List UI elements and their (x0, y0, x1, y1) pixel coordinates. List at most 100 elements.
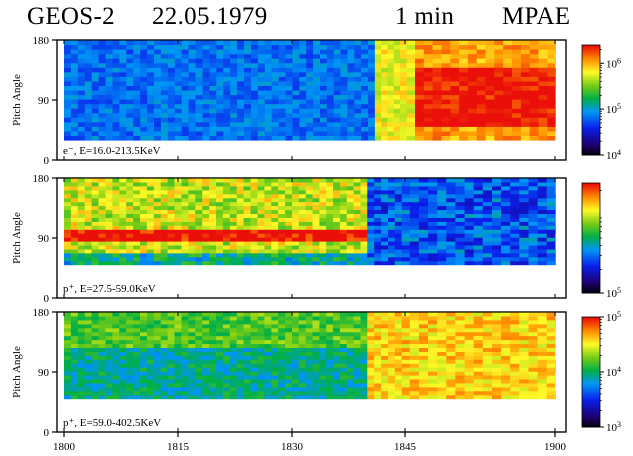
heatmap-cell (418, 335, 429, 341)
heatmap-cell (209, 85, 217, 91)
heatmap-cell (354, 58, 362, 64)
heatmap-cell (418, 189, 429, 195)
heatmap-cell (285, 343, 293, 348)
heatmap-cell (105, 213, 113, 218)
heatmap-cell (555, 327, 556, 333)
heatmap-cell (492, 205, 502, 211)
heatmap-cell (222, 347, 231, 352)
heatmap-cell (387, 49, 395, 55)
heatmap-cell (84, 225, 93, 230)
heatmap-cell (188, 178, 196, 183)
heatmap-cell (230, 126, 238, 132)
heatmap-cell (229, 237, 238, 242)
heatmap-cell (292, 58, 300, 64)
heatmap-cell (202, 80, 210, 86)
heatmap-cell (510, 225, 520, 230)
heatmap-cell (512, 49, 522, 55)
heatmap-cell (292, 221, 300, 226)
heatmap-cell (84, 71, 93, 77)
heatmap-cell (428, 229, 438, 234)
heatmap-cell (510, 189, 520, 195)
heatmap-cell (347, 126, 355, 132)
heatmap-cell (209, 339, 217, 345)
heatmap-cell (537, 185, 548, 191)
heatmap-cell (147, 112, 155, 118)
heatmap-cell (333, 108, 342, 114)
heatmap-cell (243, 343, 252, 348)
colorbar-step (582, 63, 600, 66)
heatmap-cell (555, 386, 556, 392)
heatmap-cell (209, 359, 217, 364)
heatmap-cell (153, 181, 162, 187)
heatmap-cell (91, 237, 100, 242)
heatmap-cell (537, 245, 548, 250)
heatmap-cell (133, 178, 141, 183)
heatmap-cell (360, 213, 368, 218)
heatmap-cell (285, 117, 294, 123)
heatmap-cell (237, 85, 245, 91)
heatmap-cell (406, 112, 416, 118)
heatmap-cell (223, 67, 231, 73)
heatmap-cell (77, 367, 86, 372)
heatmap-cell (229, 178, 238, 183)
heatmap-cell (298, 205, 307, 211)
colorbar-step (582, 394, 600, 397)
heatmap-cell (394, 379, 403, 384)
heatmap-cell (126, 181, 134, 187)
heatmap-cell (340, 80, 348, 86)
heatmap-cell (333, 225, 341, 230)
heatmap-cell (326, 201, 334, 207)
heatmap-cell (464, 351, 475, 356)
heatmap-cell (243, 371, 252, 376)
heatmap-cell (312, 315, 320, 321)
heatmap-cell (167, 185, 176, 191)
heatmap-cell (229, 260, 238, 266)
heatmap-cell (340, 85, 348, 91)
heatmap-cell (501, 382, 511, 388)
heatmap-cell (271, 347, 279, 352)
heatmap-cell (278, 323, 286, 329)
heatmap-cell (381, 375, 389, 380)
heatmap-cell (319, 379, 327, 384)
heatmap-cell (229, 233, 238, 238)
heatmap-cell (367, 245, 375, 250)
heatmap-cell (374, 241, 382, 246)
heatmap-cell (306, 99, 314, 105)
heatmap-cell (167, 386, 176, 392)
heatmap-cell (503, 99, 513, 105)
heatmap-cell (415, 76, 425, 82)
heatmap-cell (160, 189, 169, 195)
heatmap-cell (418, 343, 429, 348)
heatmap-cell (285, 193, 293, 199)
heatmap-cell (188, 355, 196, 360)
heatmap-cell (519, 379, 529, 384)
heatmap-cell (333, 209, 341, 214)
heatmap-cell (222, 252, 231, 258)
heatmap-cell (394, 339, 403, 345)
heatmap-cell (401, 335, 411, 341)
heatmap-cell (546, 233, 556, 238)
heatmap-cell (64, 382, 72, 388)
heatmap-cell (257, 117, 266, 123)
heatmap-cell (319, 248, 327, 254)
heatmap-cell (236, 351, 245, 356)
heatmap-cell (167, 99, 176, 105)
heatmap-cell (264, 193, 272, 199)
heatmap-cell (126, 67, 134, 73)
heatmap-cell (437, 189, 447, 195)
heatmap-cell (188, 343, 196, 348)
heatmap-cell (367, 241, 375, 246)
heatmap-cell (381, 323, 389, 329)
heatmap-cell (160, 130, 169, 136)
heatmap-cell (319, 213, 327, 218)
heatmap-cell (160, 335, 169, 341)
heatmap-cell (174, 367, 182, 372)
heatmap-cell (446, 355, 456, 360)
heatmap-cell (112, 135, 120, 141)
heatmap-cell (167, 229, 176, 234)
heatmap-cell (188, 351, 196, 356)
heatmap-cell (146, 343, 155, 348)
heatmap-cell (64, 327, 72, 333)
heatmap-cell (401, 382, 411, 388)
heatmap-cell (257, 371, 265, 376)
